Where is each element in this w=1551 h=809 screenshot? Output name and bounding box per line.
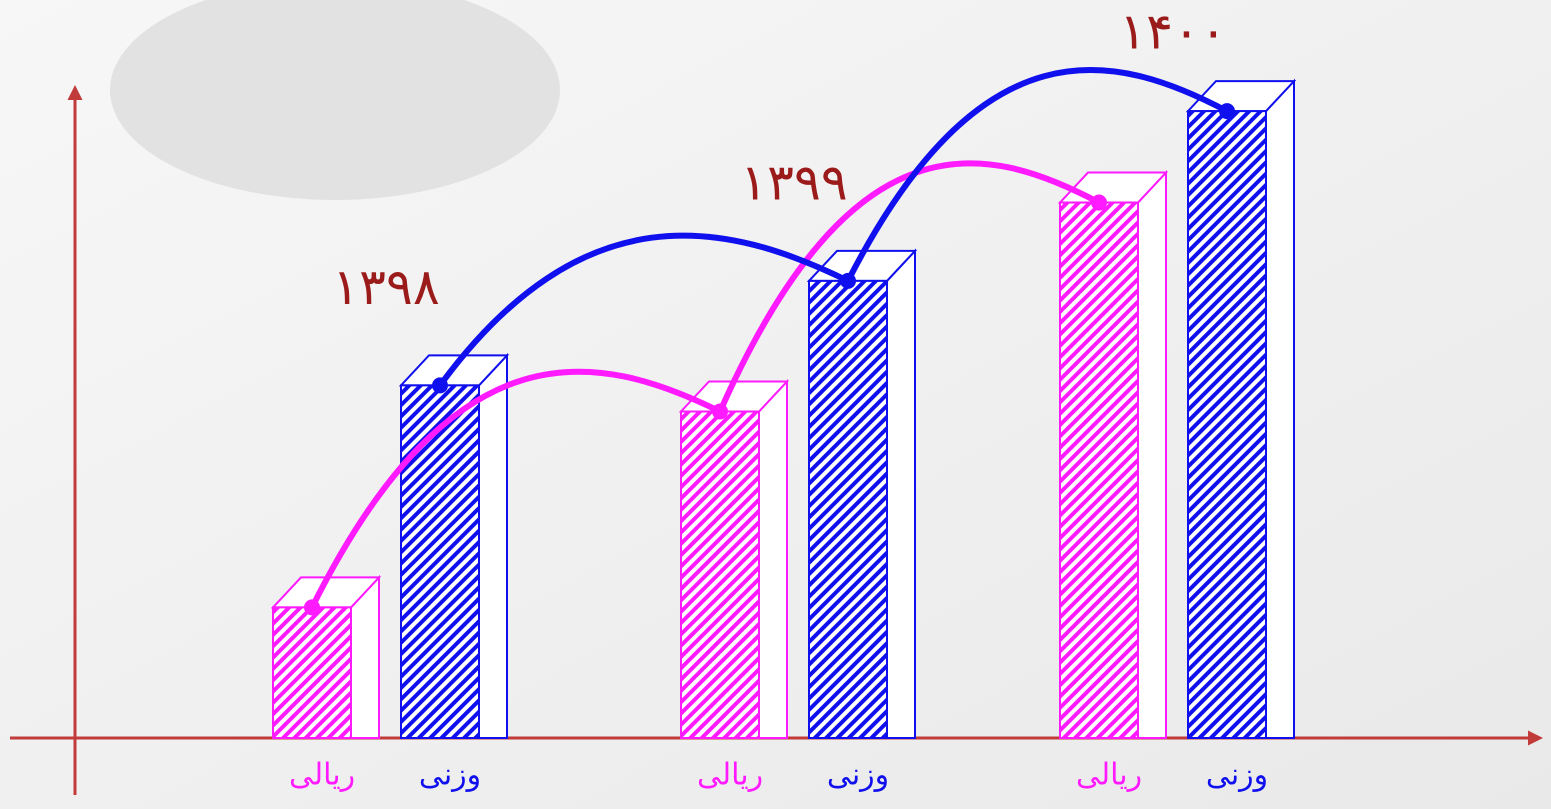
page: ریالیوزنی۱۳۹۸ریالیوزنی۱۳۹۹ریالیوزنی۱۴۰۰ … <box>0 0 1551 809</box>
series-label: وزنی <box>1206 758 1268 793</box>
bar-side <box>1266 81 1294 738</box>
bar-side <box>1138 173 1166 738</box>
chart: ریالی وزنی ۱۳۹۸ ریالی وزنی ۱۳۹۹ ریالی وزنی ۱۴۰۰ <box>0 0 1551 809</box>
bar-side <box>479 355 507 738</box>
bar <box>1188 111 1266 738</box>
point <box>840 273 856 289</box>
category-label: ۱۴۰۰ <box>1119 3 1226 61</box>
category-label: ۱۳۹۸ <box>332 258 439 316</box>
series-label: وزنی <box>827 758 889 793</box>
point <box>1219 103 1235 119</box>
series-label: وزنی <box>419 758 481 793</box>
bar <box>809 281 887 738</box>
bar <box>401 385 479 738</box>
point <box>712 404 728 420</box>
point <box>432 377 448 393</box>
point <box>1091 195 1107 211</box>
category-label: ۱۳۹۹ <box>740 153 847 211</box>
bar-side <box>887 251 915 738</box>
bar-side <box>759 382 787 739</box>
series-label: ریالی <box>1076 758 1142 793</box>
bar <box>273 607 351 738</box>
series-label: ریالی <box>289 758 355 793</box>
bar <box>681 412 759 739</box>
point <box>304 599 320 615</box>
series-label: ریالی <box>697 758 763 793</box>
bar <box>1060 203 1138 738</box>
